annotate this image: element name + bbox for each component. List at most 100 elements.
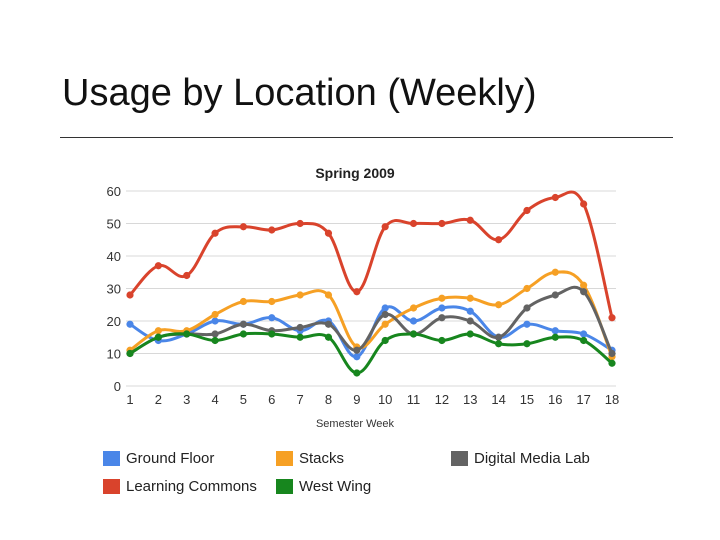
legend-item-learning-commons: Learning Commons [103,477,257,495]
x-tick-label: 3 [183,392,190,407]
x-tick-label: 4 [211,392,218,407]
data-point [523,320,531,328]
data-point [239,297,248,306]
data-point [551,193,559,202]
y-axis-ticks: 0 10 20 30 40 50 60 [107,184,121,394]
data-point [353,369,361,377]
title-divider [60,137,673,138]
y-tick-label: 0 [114,379,121,394]
data-point [353,288,361,296]
data-point [551,333,559,341]
series-learning-commons [126,190,616,322]
data-point [409,304,418,312]
x-tick-label: 13 [463,392,477,407]
data-point [551,291,559,299]
x-tick-label: 12 [435,392,449,407]
legend-label: Digital Media Lab [474,449,590,467]
data-point [523,206,531,215]
data-point [211,310,219,319]
legend-label: Ground Floor [126,449,215,467]
data-point [466,216,474,224]
series-stacks [126,268,616,361]
data-point [438,304,446,312]
x-axis-ticks: 1 2 3 4 5 6 7 8 9 10 11 12 13 14 15 16 17 18 [126,392,619,407]
data-point [580,281,588,289]
series-layer [126,190,616,377]
data-point [494,340,503,348]
data-point [211,317,219,325]
data-point [296,333,304,341]
data-point [466,330,474,338]
data-point [381,320,389,328]
x-tick-label: 2 [155,392,162,407]
x-tick-label: 14 [491,392,505,407]
x-tick-label: 15 [520,392,534,407]
data-point [353,346,361,354]
data-point [438,314,446,322]
data-point [494,301,503,309]
y-tick-label: 40 [107,249,121,264]
x-tick-label: 7 [297,392,304,407]
data-point [494,333,503,341]
data-point [409,317,418,325]
data-point [183,271,191,280]
data-point [551,268,559,276]
data-point [438,219,446,228]
y-tick-label: 10 [107,347,121,362]
x-tick-label: 5 [240,392,247,407]
chart-title: Spring 2009 [315,165,395,181]
data-point [523,340,531,348]
slide-title: Usage by Location (Weekly) [62,72,537,114]
legend-swatch [103,450,120,466]
y-tick-label: 20 [107,314,121,329]
data-point [580,330,588,338]
data-point [580,288,588,296]
data-point [211,229,219,237]
data-point [239,330,248,338]
data-point [409,219,418,228]
data-point [268,314,276,322]
data-point [211,336,219,345]
x-tick-label: 8 [325,392,332,407]
data-point [324,229,333,237]
legend-swatch [276,478,293,494]
chart-legend: Ground Floor Stacks Digital Media Lab Le… [103,449,643,499]
x-tick-label: 9 [353,392,360,407]
x-tick-label: 6 [268,392,275,407]
data-point [438,336,446,345]
x-tick-label: 1 [126,392,133,407]
data-point [154,327,162,335]
legend-item-digital-media-lab: Digital Media Lab [451,449,590,467]
data-point [523,284,531,293]
data-point [239,223,248,231]
data-point [296,219,304,228]
data-point [608,314,616,322]
data-point [580,200,588,208]
data-point [551,327,559,335]
data-point [381,310,389,319]
y-tick-label: 50 [107,217,121,232]
data-point [409,330,418,338]
data-point [466,294,474,302]
data-point [154,333,162,341]
data-point [466,307,474,315]
data-point [126,291,134,299]
data-point [268,297,276,306]
legend-swatch [451,450,468,466]
legend-label: Stacks [299,449,345,467]
legend-label: Learning Commons [126,477,257,495]
series-line [128,270,614,359]
series-line [128,285,614,355]
data-point [268,226,276,234]
data-point [580,336,588,345]
legend-swatch [276,450,293,466]
data-point [381,223,389,231]
data-point [296,291,304,299]
x-tick-label: 10 [378,392,392,407]
data-point [608,349,616,358]
x-tick-label: 16 [548,392,562,407]
data-point [126,349,134,358]
data-point [466,317,474,325]
data-point [296,323,304,332]
